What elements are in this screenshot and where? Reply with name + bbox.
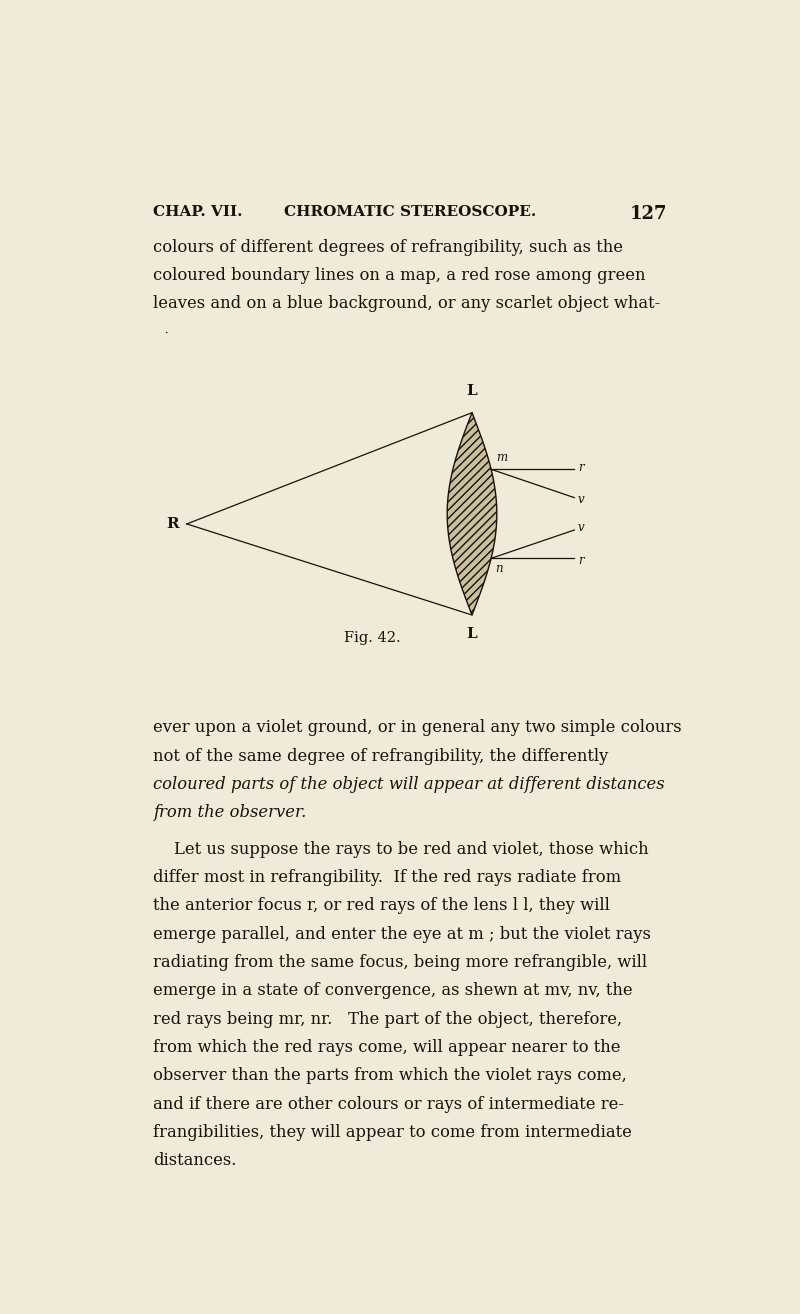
Text: v: v (578, 493, 585, 506)
Text: and if there are other colours or rays of intermediate re-: and if there are other colours or rays o… (153, 1096, 624, 1113)
Text: from which the red rays come, will appear nearer to the: from which the red rays come, will appea… (153, 1039, 620, 1056)
Text: leaves and on a blue background, or any scarlet object what-: leaves and on a blue background, or any … (153, 296, 660, 313)
Text: R: R (166, 516, 179, 531)
Text: radiating from the same focus, being more refrangible, will: radiating from the same focus, being mor… (153, 954, 647, 971)
Text: Let us suppose the rays to be red and violet, those which: Let us suppose the rays to be red and vi… (153, 841, 648, 858)
Text: red rays being mr, nr.   The part of the object, therefore,: red rays being mr, nr. The part of the o… (153, 1010, 622, 1028)
Text: v: v (578, 522, 585, 535)
Text: n: n (495, 562, 502, 576)
Text: colours of different degrees of refrangibility, such as the: colours of different degrees of refrangi… (153, 239, 622, 256)
Text: L: L (466, 627, 478, 641)
Text: distances.: distances. (153, 1152, 236, 1169)
Text: 127: 127 (630, 205, 667, 223)
Text: coloured parts of the object will appear at different distances: coloured parts of the object will appear… (153, 775, 664, 792)
Text: differ most in refrangibility.  If the red rays radiate from: differ most in refrangibility. If the re… (153, 869, 621, 886)
Polygon shape (447, 413, 497, 615)
Text: Fig. 42.: Fig. 42. (345, 631, 401, 645)
Text: ever upon a violet ground, or in general any two simple colours: ever upon a violet ground, or in general… (153, 719, 682, 736)
Text: r: r (578, 461, 584, 474)
Text: CHROMATIC STEREOSCOPE.: CHROMATIC STEREOSCOPE. (284, 205, 536, 219)
Text: ·: · (165, 328, 169, 339)
Text: emerge in a state of convergence, as shewn at mv, nv, the: emerge in a state of convergence, as she… (153, 983, 632, 999)
Text: coloured boundary lines on a map, a red rose among green: coloured boundary lines on a map, a red … (153, 267, 646, 284)
Text: m: m (496, 451, 507, 464)
Text: r: r (578, 555, 584, 566)
Text: CHAP. VII.: CHAP. VII. (153, 205, 242, 219)
Text: L: L (466, 385, 478, 398)
Text: the anterior focus r, or red rays of the lens l l, they will: the anterior focus r, or red rays of the… (153, 897, 610, 915)
Text: frangibilities, they will appear to come from intermediate: frangibilities, they will appear to come… (153, 1123, 631, 1141)
Text: not of the same degree of refrangibility, the differently: not of the same degree of refrangibility… (153, 748, 608, 765)
Text: from the observer.: from the observer. (153, 804, 306, 821)
Text: observer than the parts from which the violet rays come,: observer than the parts from which the v… (153, 1067, 626, 1084)
Text: emerge parallel, and enter the eye at m ; but the violet rays: emerge parallel, and enter the eye at m … (153, 925, 650, 942)
